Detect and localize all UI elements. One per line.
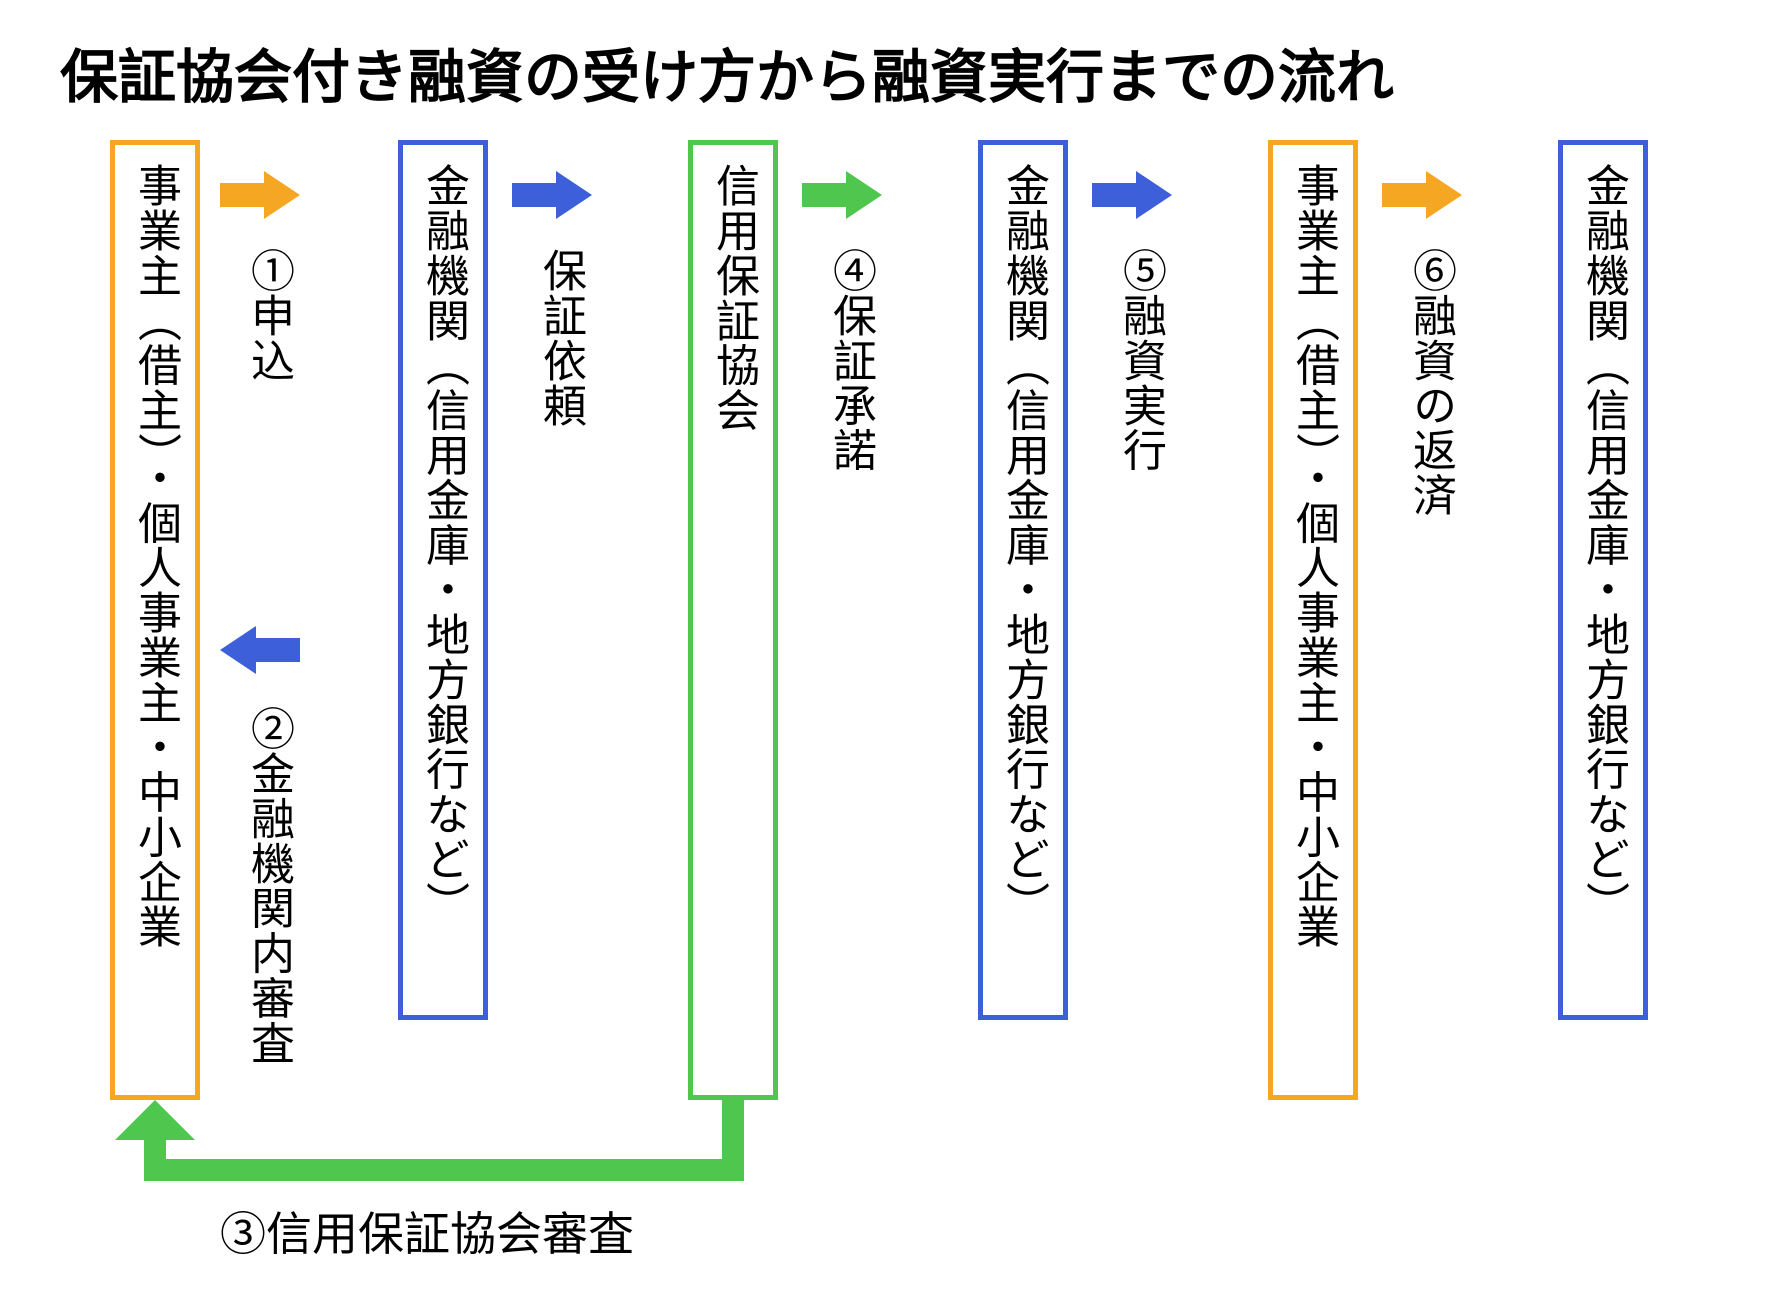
arrow-step6-repay [1382, 165, 1462, 225]
box-owner-1-label: 事業主（借主）・個人事業主・中小企業 [123, 163, 187, 949]
arrow-guarantee-request [512, 165, 592, 225]
arrow-step5-execute [1092, 165, 1172, 225]
box-bank-2-label: 金融機関（信用金庫・地方銀行など） [991, 163, 1055, 926]
label-step2: ②金融機関内審査 [236, 706, 300, 1065]
box-guarantee-assoc-label: 信用保証協会 [701, 163, 765, 432]
box-owner-1: 事業主（借主）・個人事業主・中小企業 [110, 140, 200, 1100]
label-step1: ①申込 [236, 248, 300, 383]
label-guarantee-request: 保証依頼 [528, 248, 592, 428]
box-owner-2: 事業主（借主）・個人事業主・中小企業 [1268, 140, 1358, 1100]
box-bank-3-label: 金融機関（信用金庫・地方銀行など） [1571, 163, 1635, 926]
label-step3: ③信用保証協会審査 [220, 1198, 634, 1264]
box-bank-1-label: 金融機関（信用金庫・地方銀行など） [411, 163, 475, 926]
label-step4: ④保証承諾 [818, 248, 882, 472]
connector-step3 [115, 1060, 755, 1192]
box-bank-2: 金融機関（信用金庫・地方銀行など） [978, 140, 1068, 1020]
box-guarantee-assoc: 信用保証協会 [688, 140, 778, 1100]
arrow-step4-accept [802, 165, 882, 225]
box-owner-2-label: 事業主（借主）・個人事業主・中小企業 [1281, 163, 1345, 949]
box-bank-3: 金融機関（信用金庫・地方銀行など） [1558, 140, 1648, 1020]
diagram-canvas: 保証協会付き融資の受け方から融資実行までの流れ事業主（借主）・個人事業主・中小企… [0, 0, 1786, 1300]
arrow-step2-review [220, 620, 300, 680]
arrow-step1-apply [220, 165, 300, 225]
label-step6: ⑥融資の返済 [1398, 248, 1462, 517]
box-bank-1: 金融機関（信用金庫・地方銀行など） [398, 140, 488, 1020]
label-step5: ⑤融資実行 [1108, 248, 1172, 472]
page-title: 保証協会付き融資の受け方から融資実行までの流れ [60, 30, 1394, 114]
